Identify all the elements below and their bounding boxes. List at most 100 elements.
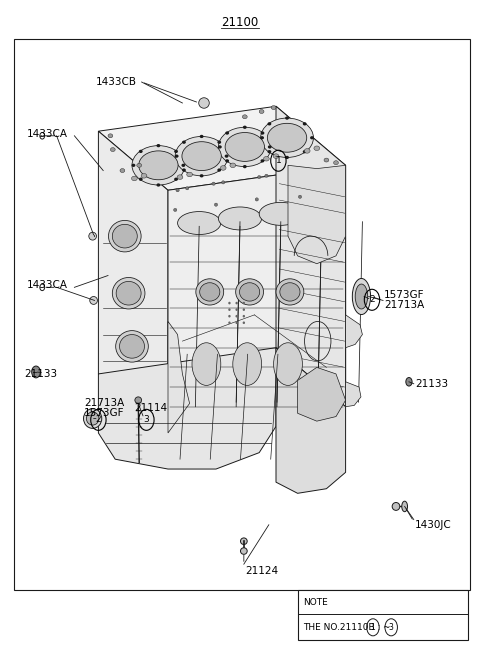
Ellipse shape [200,135,204,138]
Ellipse shape [304,148,310,153]
Ellipse shape [139,178,143,181]
Ellipse shape [86,412,99,425]
Ellipse shape [271,106,276,110]
Ellipse shape [178,211,221,234]
Text: 21100: 21100 [221,16,259,30]
Ellipse shape [334,161,338,165]
Bar [298,590,468,640]
Ellipse shape [236,279,264,305]
Ellipse shape [402,501,408,512]
Polygon shape [346,315,362,348]
Ellipse shape [298,195,302,198]
Polygon shape [168,321,190,433]
Ellipse shape [235,321,238,324]
Ellipse shape [110,148,115,152]
Text: 1430JC: 1430JC [415,520,452,530]
Ellipse shape [222,180,225,184]
Ellipse shape [196,279,224,305]
Ellipse shape [214,203,218,206]
Ellipse shape [264,157,269,161]
Polygon shape [168,165,346,433]
Ellipse shape [235,308,238,311]
Ellipse shape [84,409,102,428]
Bar [14,39,470,590]
Ellipse shape [268,145,272,148]
Ellipse shape [240,548,247,554]
Ellipse shape [177,174,183,179]
Polygon shape [98,106,346,190]
Ellipse shape [267,122,271,125]
Ellipse shape [135,397,142,403]
Ellipse shape [156,183,160,187]
Ellipse shape [233,342,262,385]
Ellipse shape [200,174,204,177]
Ellipse shape [235,315,238,318]
Text: 21124: 21124 [245,565,278,576]
Ellipse shape [175,154,179,157]
Ellipse shape [218,145,222,148]
Ellipse shape [225,154,228,157]
Ellipse shape [120,335,144,358]
Ellipse shape [285,116,289,119]
Ellipse shape [228,321,230,324]
Ellipse shape [225,159,229,163]
Ellipse shape [132,176,137,181]
Ellipse shape [182,142,221,171]
Polygon shape [276,106,346,407]
Polygon shape [346,382,361,407]
Polygon shape [288,165,346,264]
Ellipse shape [90,297,97,304]
Ellipse shape [392,502,400,510]
Ellipse shape [187,172,192,176]
Ellipse shape [300,197,343,220]
Polygon shape [98,348,346,433]
Ellipse shape [273,154,279,158]
Ellipse shape [139,150,143,153]
Ellipse shape [182,169,186,172]
Text: 3: 3 [144,415,149,424]
Ellipse shape [260,136,264,139]
Polygon shape [98,348,276,469]
Ellipse shape [243,321,245,324]
Ellipse shape [139,151,178,180]
Text: 1433CA: 1433CA [26,129,67,140]
Text: 1: 1 [276,156,281,165]
Ellipse shape [243,315,245,318]
Ellipse shape [265,174,268,177]
Ellipse shape [274,342,302,385]
Ellipse shape [259,202,302,226]
Ellipse shape [261,159,264,163]
Ellipse shape [156,144,160,147]
Ellipse shape [175,136,228,176]
Ellipse shape [212,182,215,185]
Ellipse shape [120,169,125,173]
Ellipse shape [355,284,368,309]
Ellipse shape [89,232,96,240]
Ellipse shape [243,165,247,169]
Ellipse shape [242,115,247,119]
Ellipse shape [176,189,180,192]
Polygon shape [298,367,346,421]
Text: 1433CA: 1433CA [26,280,67,291]
Ellipse shape [314,146,320,150]
Ellipse shape [199,98,209,108]
Ellipse shape [310,136,314,139]
Ellipse shape [243,302,245,304]
Text: 1573GF: 1573GF [384,290,424,300]
Ellipse shape [259,110,264,113]
Ellipse shape [243,308,245,311]
Ellipse shape [303,150,307,154]
Ellipse shape [218,127,271,167]
Ellipse shape [192,342,221,385]
Ellipse shape [352,278,371,314]
Ellipse shape [217,169,221,172]
Polygon shape [98,131,168,433]
Ellipse shape [258,175,261,178]
Ellipse shape [276,279,304,305]
Ellipse shape [174,178,178,181]
Ellipse shape [116,281,141,305]
Ellipse shape [112,224,137,248]
Ellipse shape [240,538,247,544]
Ellipse shape [228,302,230,304]
Ellipse shape [225,133,264,161]
